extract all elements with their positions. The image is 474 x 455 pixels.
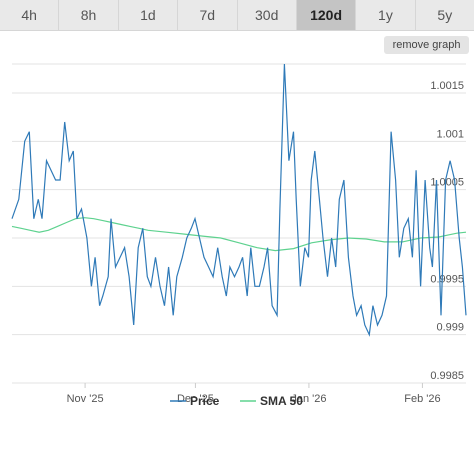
sma50-series-line <box>11 217 467 252</box>
x-tick-label: Nov '25 <box>67 393 104 405</box>
price-series-line <box>11 63 467 337</box>
y-tick-label: 1.0005 <box>430 177 464 189</box>
y-tick-label: 1.0015 <box>430 80 464 92</box>
y-tick-label: 0.999 <box>436 322 464 334</box>
legend: Price SMA 50 <box>170 394 303 408</box>
tab-4h[interactable]: 4h <box>0 0 60 30</box>
tab-1d[interactable]: 1d <box>119 0 179 30</box>
tab-5y[interactable]: 5y <box>437 7 453 23</box>
tab-120d[interactable]: 120d <box>296 0 357 30</box>
x-tick-label: Jan '26 <box>291 393 326 405</box>
legend-sma-label[interactable]: SMA 50 <box>260 394 303 408</box>
y-tick-label: 0.9985 <box>430 370 464 382</box>
x-tick-label: Feb '26 <box>404 393 440 405</box>
tab-30d[interactable]: 30d <box>238 0 297 30</box>
y-tick-label: 1.001 <box>436 128 464 140</box>
grid-lines <box>12 63 466 384</box>
tab-1y[interactable]: 1y <box>356 0 416 30</box>
range-tabs: 4h 8h 1d 7d 30d 120d 1y 5y <box>0 0 474 31</box>
tab-7d[interactable]: 7d <box>178 0 238 30</box>
x-tick-label: Dec '25 <box>177 393 214 405</box>
remove-graph-button[interactable]: remove graph <box>384 36 469 54</box>
legend-price-label[interactable]: Price <box>190 394 220 408</box>
y-tick-label: 0.9995 <box>430 273 464 285</box>
tab-8h[interactable]: 8h <box>59 0 119 30</box>
x-axis-ticks: Nov '25 Dec '25 Jan '26 Feb '26 <box>67 383 441 405</box>
